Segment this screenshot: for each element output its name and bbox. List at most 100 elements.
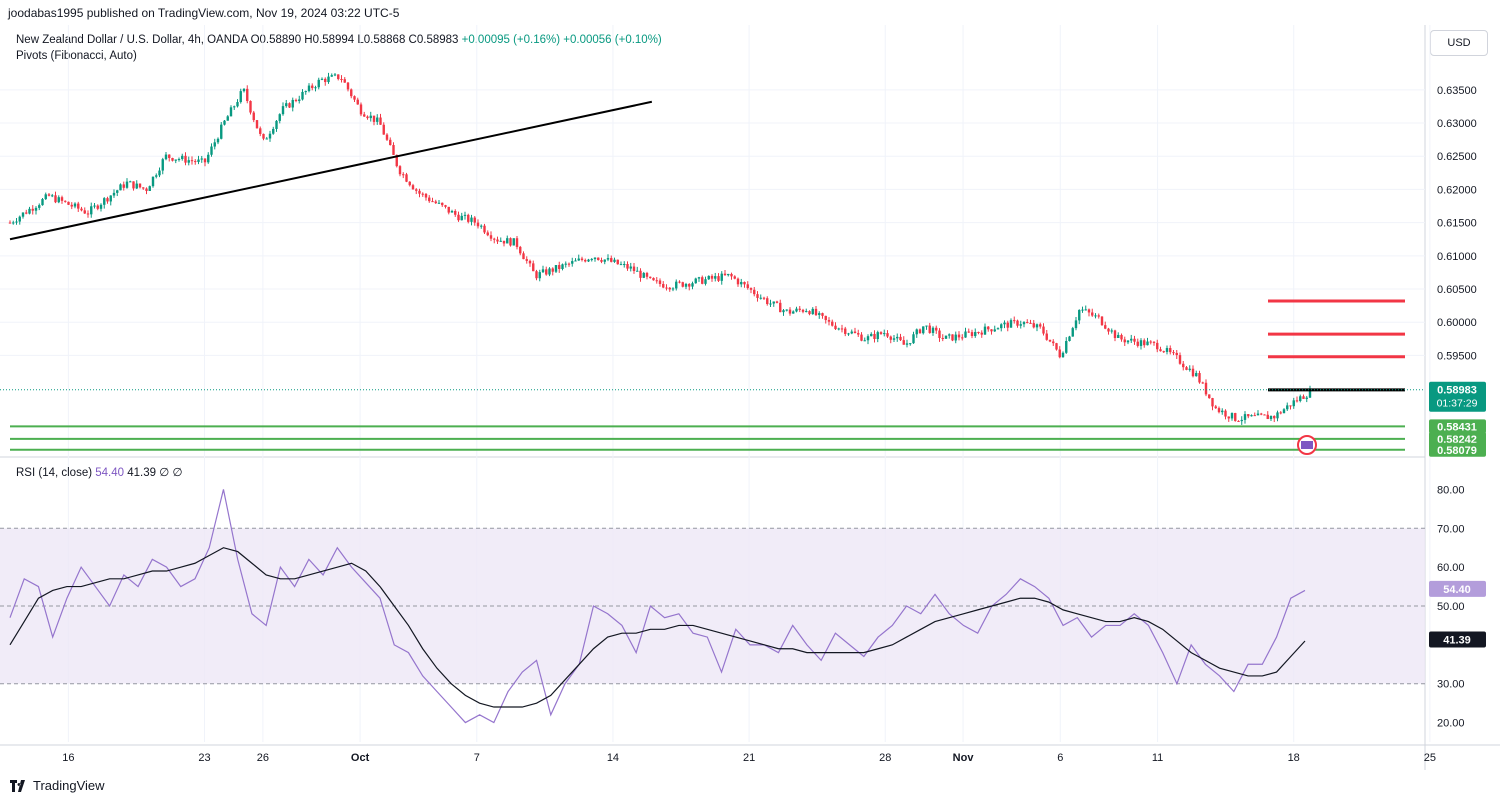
- candle-body: [1097, 315, 1100, 317]
- candle-body: [798, 308, 801, 310]
- candle-body: [509, 238, 512, 246]
- candle-body: [983, 326, 987, 335]
- candle-body: [1104, 325, 1107, 329]
- candle-body: [818, 313, 821, 315]
- candle-body: [779, 302, 782, 313]
- candle-body: [954, 334, 957, 341]
- candle-body: [1198, 373, 1201, 383]
- candle-body: [437, 202, 441, 204]
- last-price-badge-bg: [1429, 381, 1486, 412]
- candle-body: [1185, 367, 1188, 370]
- candle-body: [834, 325, 837, 330]
- candle-body: [197, 159, 200, 162]
- candle-body: [353, 96, 356, 100]
- candle-body: [707, 275, 710, 280]
- candle-body: [54, 195, 57, 203]
- candle-body: [489, 235, 493, 239]
- candle-body: [853, 331, 857, 334]
- x-tick-label: 14: [607, 752, 619, 764]
- candle-body: [239, 91, 242, 103]
- candle-body: [811, 308, 814, 315]
- candle-body: [1071, 328, 1074, 337]
- candle-body: [1065, 341, 1068, 353]
- candle-body: [1227, 416, 1230, 419]
- support-2-badge-bg: [1429, 431, 1486, 446]
- y-tick-label: 0.60000: [1437, 317, 1477, 329]
- candle-body: [912, 334, 915, 344]
- candle-body: [831, 321, 834, 326]
- candle-body: [158, 170, 161, 176]
- candle-body: [1217, 408, 1221, 413]
- symbol-name[interactable]: New Zealand Dollar / U.S. Dollar, 4h, OA…: [16, 34, 248, 46]
- candle-body: [824, 315, 827, 321]
- candle-body: [1263, 414, 1266, 416]
- candle-body: [473, 217, 476, 223]
- candle-body: [918, 329, 922, 334]
- candle-body: [873, 333, 876, 340]
- x-tick-label: Nov: [953, 752, 975, 764]
- candle-body: [395, 154, 398, 167]
- indicator-label[interactable]: Pivots (Fibonacci, Auto): [16, 50, 137, 62]
- ohlc-close: C0.58983: [408, 34, 459, 46]
- y-tick-label: 0.62500: [1437, 151, 1477, 163]
- candle-body: [857, 333, 860, 335]
- candle-body: [229, 107, 233, 117]
- y-tick-label: 0.63000: [1437, 118, 1477, 130]
- candle-body: [346, 82, 350, 90]
- candle-body: [727, 273, 730, 276]
- candle-body: [691, 283, 694, 287]
- rsi-extra-2: ∅: [172, 467, 183, 479]
- candle-body: [1143, 340, 1146, 346]
- rsi-tick-label: 70.00: [1437, 523, 1465, 535]
- candle-body: [564, 263, 567, 265]
- candle-body: [1172, 352, 1175, 354]
- x-tick-label: Oct: [351, 752, 370, 764]
- candle-body: [1042, 326, 1045, 334]
- candle-body: [662, 283, 665, 288]
- candle-body: [710, 275, 714, 279]
- candle-body: [194, 161, 197, 163]
- candle-body: [1009, 320, 1013, 328]
- candle-body: [249, 101, 252, 113]
- candle-body: [974, 331, 977, 337]
- candle-body: [441, 202, 444, 206]
- candle-body: [730, 273, 733, 277]
- candle-body: [863, 340, 866, 342]
- x-tick-label: 18: [1288, 752, 1300, 764]
- candle-body: [632, 266, 636, 272]
- candle-body: [1279, 412, 1282, 414]
- y-tick-label: 0.61500: [1437, 218, 1477, 230]
- candle-body: [821, 313, 824, 316]
- candle-body: [655, 280, 658, 282]
- candle-body: [132, 181, 135, 189]
- candle-body: [896, 336, 899, 339]
- candle-body: [792, 311, 795, 314]
- candle-body: [431, 201, 434, 203]
- candle-body: [1087, 309, 1091, 313]
- rsi-legend[interactable]: RSI (14, close) 54.40 41.39 ∅ ∅: [16, 465, 183, 479]
- candle-body: [298, 99, 301, 102]
- candle-body: [639, 270, 642, 278]
- candle-body: [645, 272, 649, 277]
- candle-body: [96, 205, 99, 209]
- candle-body: [766, 298, 769, 305]
- candle-body: [369, 115, 372, 119]
- candle-body: [402, 174, 405, 176]
- x-tick-label: 6: [1057, 752, 1063, 764]
- candle-body: [343, 79, 346, 83]
- footer-brand[interactable]: TradingView: [10, 778, 105, 793]
- candle-body: [86, 213, 90, 215]
- candle-body: [1081, 309, 1084, 311]
- candle-body: [38, 205, 41, 208]
- candle-body: [444, 205, 447, 207]
- candle-body: [1061, 352, 1065, 358]
- candle-body: [168, 154, 171, 158]
- candle-body: [668, 287, 671, 290]
- candle-body: [1269, 416, 1273, 420]
- candle-body: [922, 326, 925, 334]
- rsi-ma-line: [9, 547, 1306, 708]
- candle-body: [1292, 400, 1295, 407]
- currency-button[interactable]: USD: [1430, 30, 1488, 56]
- candle-body: [535, 271, 538, 279]
- candle-body: [1074, 320, 1078, 329]
